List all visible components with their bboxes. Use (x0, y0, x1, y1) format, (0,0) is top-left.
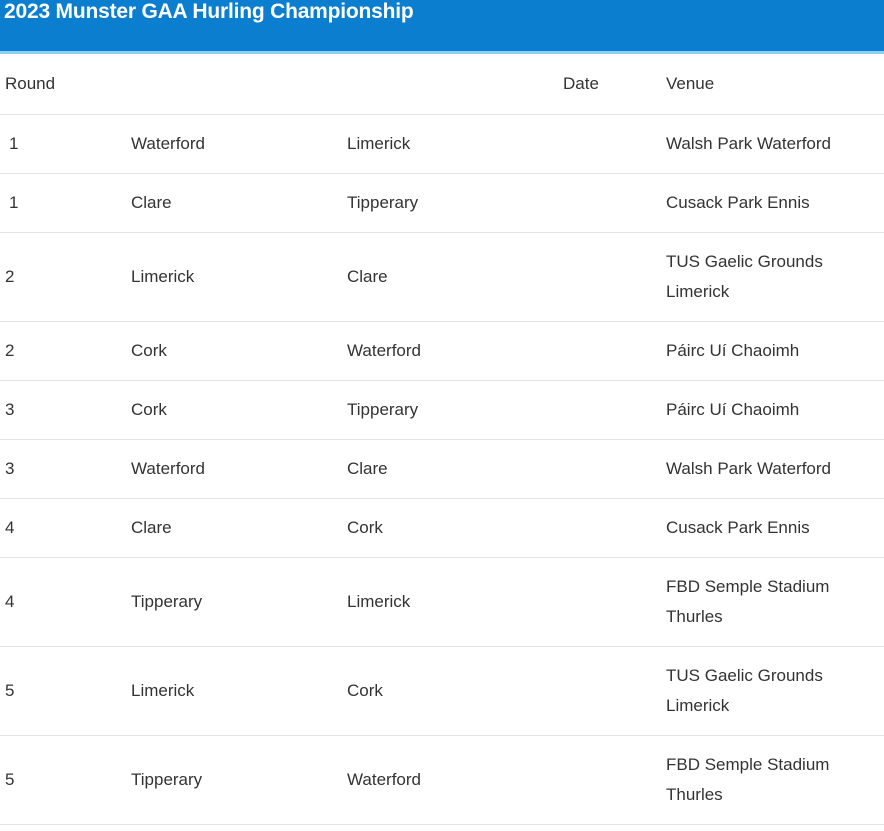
table-row: 4 Tipperary Limerick FBD Semple Stadium … (0, 557, 884, 647)
column-header-venue: Venue (663, 54, 884, 115)
away-team-cell: Waterford (344, 321, 560, 381)
venue-cell: TUS Gaelic Grounds Limerick (663, 646, 884, 736)
home-team-cell: Cork (128, 380, 344, 440)
venue-cell: Páirc Uí Chaoimh (663, 380, 884, 440)
venue-cell: Páirc Uí Chaoimh (663, 321, 884, 381)
round-cell: 3 (0, 380, 128, 440)
date-cell (560, 735, 663, 825)
round-cell: 4 (0, 557, 128, 647)
table-row: 4 Clare Cork Cusack Park Ennis (0, 498, 884, 558)
date-cell (560, 114, 663, 174)
home-team-cell: Clare (128, 498, 344, 558)
away-team-cell: Waterford (344, 735, 560, 825)
away-team-cell: Tipperary (344, 173, 560, 233)
home-team-cell: Tipperary (128, 735, 344, 825)
column-header-round: Round (0, 54, 128, 115)
fixtures-table: Round Date Venue 1 Waterford Limerick Wa… (0, 54, 884, 825)
date-cell (560, 173, 663, 233)
away-team-cell: Cork (344, 498, 560, 558)
round-cell: 1 (0, 114, 128, 174)
venue-cell: TUS Gaelic Grounds Limerick (663, 232, 884, 322)
date-cell (560, 557, 663, 647)
table-row: 2 Limerick Clare TUS Gaelic Grounds Lime… (0, 232, 884, 322)
away-team-cell: Tipperary (344, 380, 560, 440)
venue-cell: Cusack Park Ennis (663, 498, 884, 558)
venue-cell: Walsh Park Waterford (663, 439, 884, 499)
round-cell: 5 (0, 646, 128, 736)
round-cell: 2 (0, 321, 128, 381)
date-cell (560, 498, 663, 558)
venue-cell: Cusack Park Ennis (663, 173, 884, 233)
round-cell: 1 (0, 173, 128, 233)
home-team-cell: Limerick (128, 232, 344, 322)
round-cell: 2 (0, 232, 128, 322)
table-row: 3 Waterford Clare Walsh Park Waterford (0, 439, 884, 499)
date-cell (560, 380, 663, 440)
table-row: 1 Clare Tipperary Cusack Park Ennis (0, 173, 884, 233)
page-title: 2023 Munster GAA Hurling Championship (4, 0, 414, 23)
away-team-cell: Limerick (344, 557, 560, 647)
away-team-cell: Clare (344, 232, 560, 322)
away-team-cell: Limerick (344, 114, 560, 174)
home-team-cell: Cork (128, 321, 344, 381)
table-row: 1 Waterford Limerick Walsh Park Waterfor… (0, 114, 884, 174)
column-header-date: Date (560, 54, 663, 115)
table-row: 3 Cork Tipperary Páirc Uí Chaoimh (0, 380, 884, 440)
venue-cell: FBD Semple Stadium Thurles (663, 735, 884, 825)
table-row: 5 Limerick Cork TUS Gaelic Grounds Limer… (0, 646, 884, 736)
header-row: Round Date Venue (0, 54, 884, 115)
home-team-cell: Clare (128, 173, 344, 233)
table-row: 5 Tipperary Waterford FBD Semple Stadium… (0, 735, 884, 825)
title-bar: 2023 Munster GAA Hurling Championship (0, 0, 884, 54)
round-cell: 5 (0, 735, 128, 825)
venue-cell: FBD Semple Stadium Thurles (663, 557, 884, 647)
away-team-cell: Cork (344, 646, 560, 736)
away-team-cell: Clare (344, 439, 560, 499)
date-cell (560, 646, 663, 736)
date-cell (560, 439, 663, 499)
table-row: 2 Cork Waterford Páirc Uí Chaoimh (0, 321, 884, 381)
home-team-cell: Tipperary (128, 557, 344, 647)
home-team-cell: Waterford (128, 439, 344, 499)
round-cell: 4 (0, 498, 128, 558)
column-header-away (344, 54, 560, 115)
home-team-cell: Limerick (128, 646, 344, 736)
home-team-cell: Waterford (128, 114, 344, 174)
column-header-home (128, 54, 344, 115)
venue-cell: Walsh Park Waterford (663, 114, 884, 174)
date-cell (560, 321, 663, 381)
round-cell: 3 (0, 439, 128, 499)
date-cell (560, 232, 663, 322)
